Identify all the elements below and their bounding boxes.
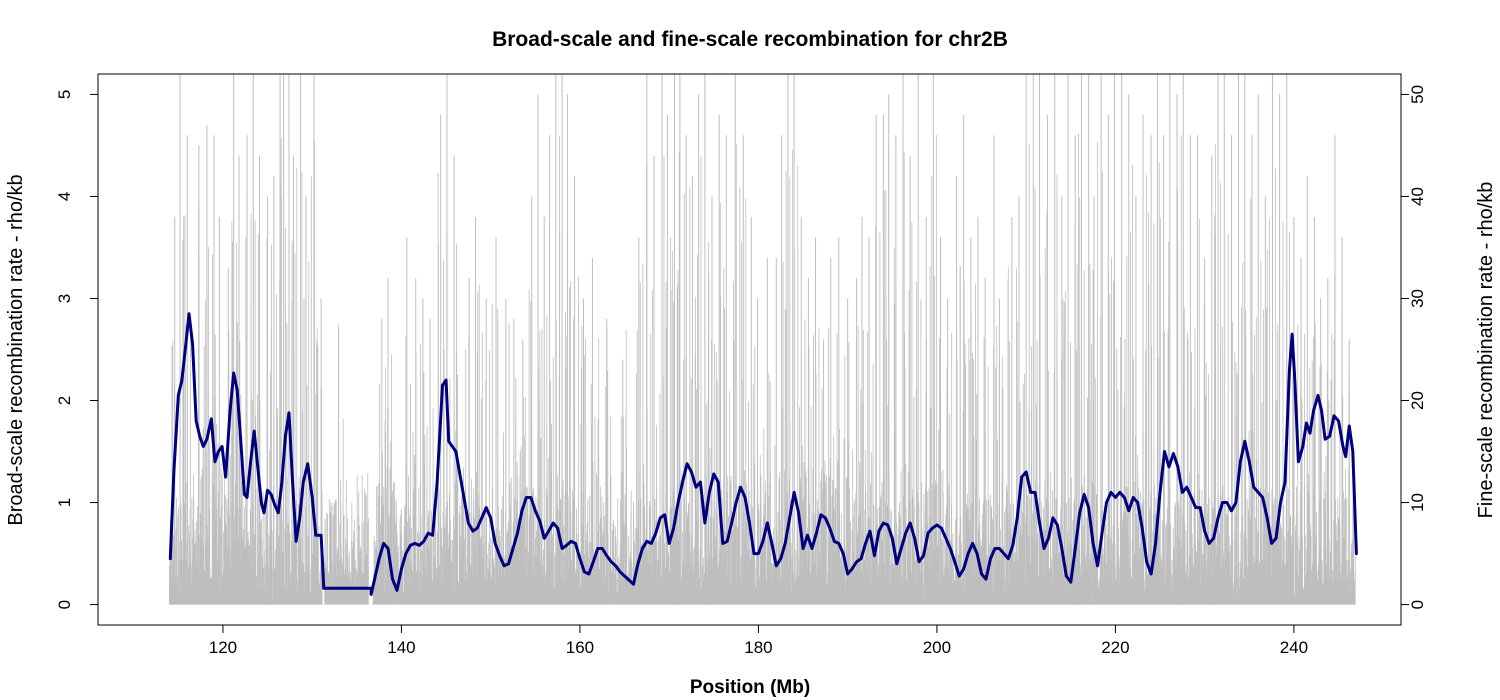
- fine-scale-series: [169, 74, 1356, 605]
- y-left-tick-label-5: 5: [55, 90, 74, 99]
- x-tick-label-200: 200: [923, 638, 951, 657]
- x-tick-label-160: 160: [566, 638, 594, 657]
- x-axis-title: Position (Mb): [690, 677, 810, 698]
- y-right-tick-label-0: 0: [1408, 600, 1427, 609]
- x-tick-label-120: 120: [209, 638, 237, 657]
- y-left-tick-label-1: 1: [55, 498, 74, 507]
- x-tick-label-240: 240: [1280, 638, 1308, 657]
- x-axis: 120 140 160 180 200 220 240: [209, 624, 1308, 657]
- y-axis-left: 0 1 2 3 4 5: [55, 90, 99, 609]
- y-right-tick-label-20: 20: [1408, 391, 1427, 410]
- y-right-tick-label-30: 30: [1408, 289, 1427, 308]
- y-left-tick-label-4: 4: [55, 192, 74, 201]
- y-left-tick-label-2: 2: [55, 396, 74, 405]
- x-tick-label-180: 180: [744, 638, 772, 657]
- x-tick-label-140: 140: [387, 638, 415, 657]
- y-axis-right-title: Fine-scale recombination rate - rho/kb: [1475, 182, 1497, 519]
- y-left-tick-label-3: 3: [55, 294, 74, 303]
- y-right-tick-label-40: 40: [1408, 187, 1427, 206]
- y-axis-left-title: Broad-scale recombination rate - rho/kb: [5, 174, 27, 525]
- y-right-tick-label-50: 50: [1408, 85, 1427, 104]
- broad-scale-series: [168, 312, 1358, 596]
- y-left-tick-label-0: 0: [55, 600, 74, 609]
- y-axis-right: 0 10 20 30 40 50: [1400, 85, 1427, 609]
- broad-scale-line: [168, 312, 1358, 596]
- y-right-tick-label-10: 10: [1408, 493, 1427, 512]
- fine-scale-spikes-segment-1: [324, 324, 369, 605]
- x-tick-label-220: 220: [1101, 638, 1129, 657]
- chart-title: Broad-scale and fine-scale recombination…: [492, 28, 1008, 51]
